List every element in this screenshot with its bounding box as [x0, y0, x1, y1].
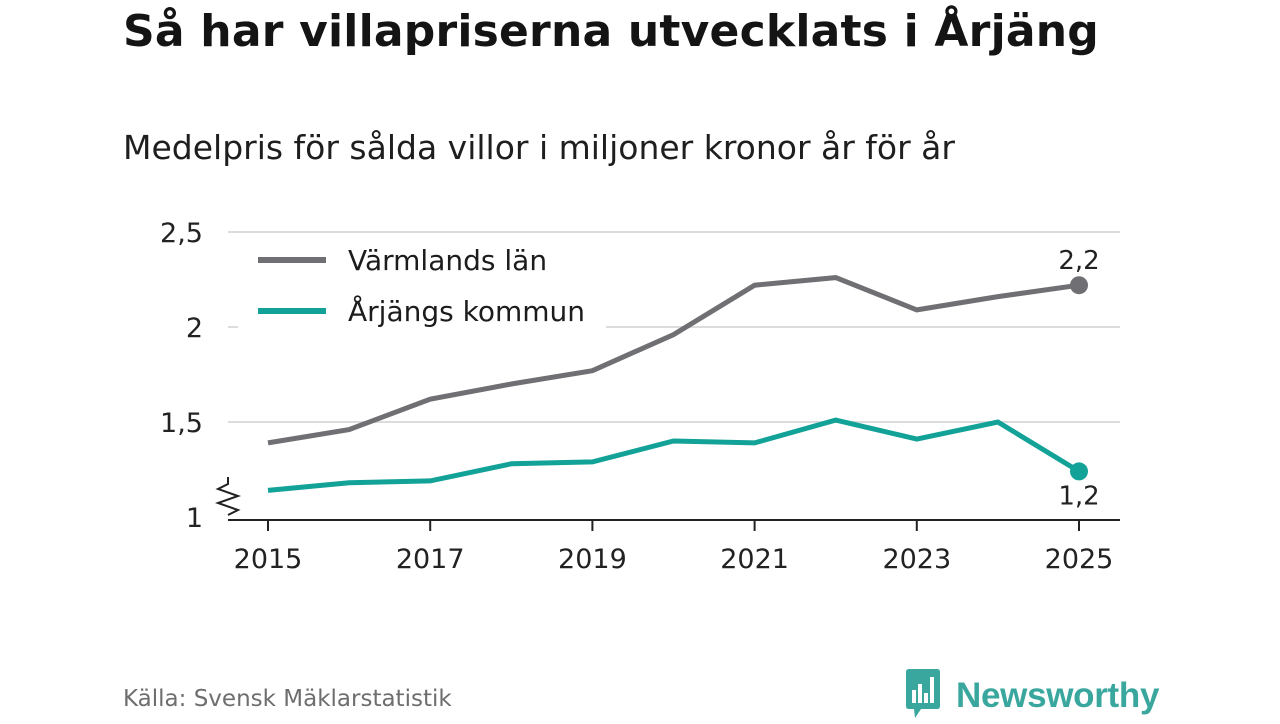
y-tick-label: 2	[186, 313, 203, 344]
y-tick-label: 1,5	[160, 408, 203, 439]
brand-logo: Newsworthy	[903, 668, 1159, 724]
line-chart: 1 1,5 2 2,5 2015 2017 2019 2021 2023 2025 Värmla…	[160, 218, 1120, 575]
y-tick-label: 2,5	[160, 218, 203, 249]
end-labels: 2,2 1,2	[1058, 246, 1099, 511]
y-tick-label: 1	[186, 503, 203, 534]
end-label-0: 2,2	[1058, 246, 1099, 276]
series-end-point-0	[1070, 276, 1088, 295]
x-axis: 2015 2017 2019 2021 2023 2025	[214, 477, 1120, 575]
axis-break-icon	[214, 477, 242, 516]
source-note: Källa: Svensk Mäklarstatistik	[123, 686, 452, 712]
x-tick-label: 2017	[396, 544, 465, 575]
legend-label-1: Årjängs kommun	[348, 294, 585, 328]
legend: Värmlands län Årjängs kommun	[238, 236, 606, 330]
x-tick-label: 2025	[1045, 544, 1114, 575]
end-label-1: 1,2	[1058, 481, 1099, 511]
legend-label-0: Värmlands län	[348, 244, 547, 277]
series-end-point-1	[1070, 462, 1088, 481]
y-axis-ticks: 1 1,5 2 2,5	[160, 218, 203, 534]
series-lines	[267, 275, 1088, 493]
x-tick-label: 2019	[558, 544, 627, 575]
chart-title: Så har villapriserna utvecklats i Årjäng	[123, 6, 1099, 57]
legend-background	[238, 236, 606, 330]
series-line-0	[267, 275, 1080, 446]
newsworthy-logo-icon	[903, 668, 943, 724]
x-tick-label: 2021	[720, 544, 789, 575]
x-tick-label: 2015	[234, 544, 303, 575]
brand-name: Newsworthy	[956, 676, 1160, 715]
series-line-1	[267, 417, 1081, 493]
chart-subtitle: Medelpris för sålda villor i miljoner kr…	[123, 128, 955, 167]
x-tick-label: 2023	[882, 544, 951, 575]
